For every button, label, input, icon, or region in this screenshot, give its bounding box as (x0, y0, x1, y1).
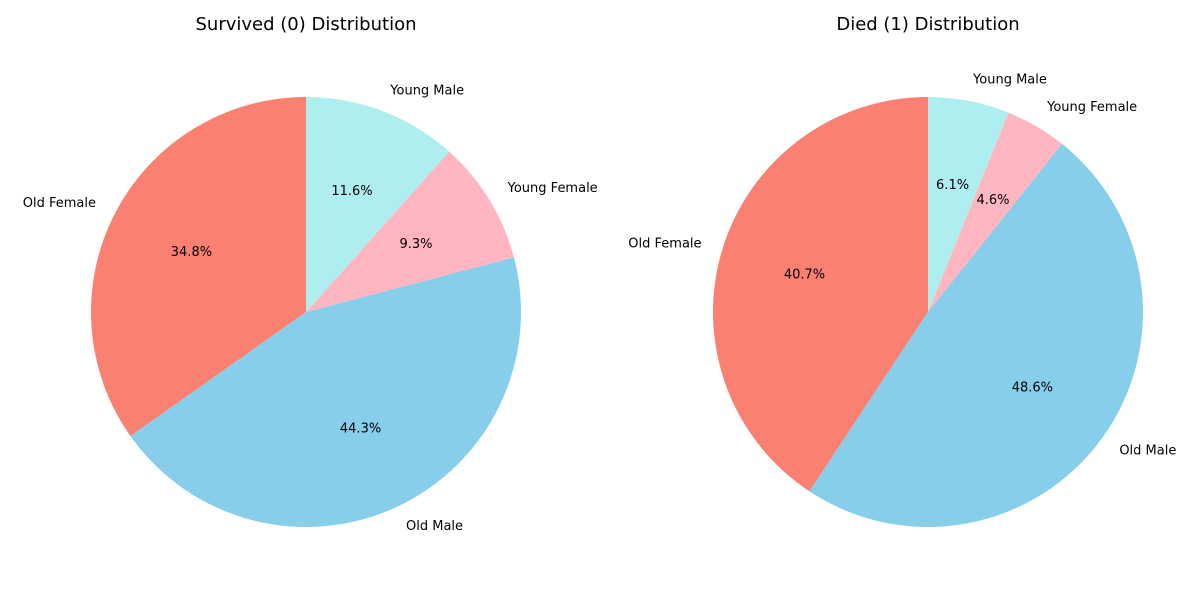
survived-slice-old-male (130, 257, 522, 528)
chart-title-died: Died (1) Distribution (836, 14, 1019, 35)
died-pct-old-female: 40.7% (784, 267, 825, 282)
died-label-old-female: Old Female (628, 236, 701, 251)
died-slice-young-male (928, 97, 1009, 312)
survived-label-young-female: Young Female (507, 181, 598, 196)
survived-pct-old-female: 34.8% (171, 245, 212, 260)
survived-pct-young-male: 11.6% (331, 184, 372, 199)
survived-label-old-male: Old Male (406, 519, 463, 534)
died-label-young-male: Young Male (972, 72, 1047, 87)
died-pct-young-female: 4.6% (976, 193, 1009, 208)
survived-pie-chart: Survived (0) Distribution Old Female 34.8… (23, 14, 598, 534)
survived-slice-young-male (306, 97, 450, 312)
died-slice-old-female (712, 97, 928, 492)
survived-label-young-male: Young Male (389, 84, 464, 99)
died-pie-chart: Died (1) Distribution Old Female40.7%Old… (628, 14, 1176, 527)
died-labels: Old Female 40.7% Old Male 48.6% Young Female… (628, 72, 1176, 458)
died-slice-old-male (809, 143, 1143, 527)
died-slice-young-female (928, 112, 1062, 312)
died-label-young-female: Young Female (1046, 100, 1137, 115)
survived-labels: Old Female 34.8% Old Male 44.3% Young Female… (23, 84, 598, 534)
survived-pct-young-female: 9.3% (399, 237, 432, 252)
survived-label-old-female: Old Female (23, 196, 96, 211)
survived-slice-young-female (306, 151, 514, 312)
died-pct-young-male: 6.1% (936, 178, 969, 193)
died-label-old-male: Old Male (1119, 444, 1176, 459)
died-slices (712, 97, 1143, 527)
survived-slices (91, 97, 522, 528)
died-pct-old-male: 48.6% (1012, 380, 1053, 395)
survived-pct-old-male: 44.3% (340, 421, 381, 436)
chart-title-survived: Survived (0) Distribution (196, 14, 417, 35)
survived-slice-old-female (91, 97, 306, 437)
